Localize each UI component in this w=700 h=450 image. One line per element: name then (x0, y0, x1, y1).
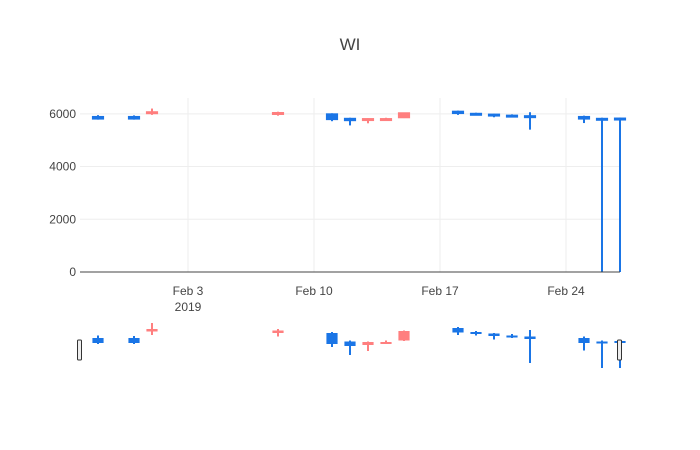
range-slider-left-handle[interactable] (77, 339, 82, 361)
range-slider[interactable] (77, 323, 626, 368)
y-tick-label: 0 (69, 265, 76, 279)
candle[interactable] (487, 113, 501, 118)
mini-candle (398, 330, 410, 341)
candle[interactable] (505, 114, 519, 118)
candle-body (343, 117, 357, 122)
mini-candle-body (344, 341, 356, 346)
candle[interactable] (343, 117, 357, 126)
candle-body (523, 115, 537, 119)
x-tick-label: Feb 17 (421, 284, 459, 298)
grid-layer (80, 98, 620, 272)
candle[interactable] (523, 112, 537, 130)
mini-candle-body (596, 341, 608, 344)
range-slider-mini-chart (92, 323, 626, 368)
candle-body (397, 112, 411, 119)
y-tick-label: 2000 (49, 212, 76, 226)
x-tick-label: Feb 3 (173, 284, 204, 298)
candle[interactable] (595, 117, 609, 272)
mini-candle (272, 329, 284, 337)
mini-candle (524, 330, 536, 363)
mini-candle-body (326, 333, 338, 344)
mini-candle (488, 333, 500, 340)
x-tick-label: Feb 24 (547, 284, 585, 298)
mini-candle (146, 323, 158, 335)
axis-layer: 0 2000 4000 6000 Feb 3 2019 Feb 10 Feb 17 Feb 24 (49, 107, 620, 314)
candle[interactable] (145, 108, 159, 115)
candle-body (577, 115, 591, 120)
mini-candle-body (488, 333, 500, 336)
candle[interactable] (451, 110, 465, 115)
mini-candle-body (506, 335, 518, 338)
mini-candle (128, 336, 140, 344)
candle[interactable] (613, 117, 627, 272)
mini-candle-body (272, 330, 284, 333)
candle[interactable] (91, 115, 105, 120)
candle[interactable] (127, 115, 141, 120)
candle-body (325, 113, 339, 121)
candle-body (145, 111, 159, 115)
chart-title: WI (340, 35, 361, 54)
candle-body (451, 110, 465, 115)
candle-body (487, 113, 501, 117)
mini-candle (326, 332, 338, 347)
mini-candle-body (452, 328, 464, 333)
y-tick-label: 4000 (49, 160, 76, 174)
mini-candle (452, 327, 464, 335)
mini-candle-body (398, 331, 410, 341)
mini-candle (362, 341, 374, 351)
mini-candle (344, 340, 356, 355)
mini-candle (596, 340, 608, 368)
x-tick-sublabel: 2019 (175, 300, 202, 314)
mini-candle (578, 336, 590, 351)
y-tick-label: 6000 (49, 107, 76, 121)
candle-layer (91, 108, 627, 272)
candle[interactable] (325, 113, 339, 122)
candle[interactable] (577, 115, 591, 124)
mini-candle (380, 340, 392, 344)
mini-candle (470, 331, 482, 336)
mini-candle-body (578, 338, 590, 343)
range-slider-right-handle[interactable] (617, 339, 622, 361)
candle-body (379, 118, 393, 122)
mini-candle-body (362, 342, 374, 345)
candle[interactable] (271, 111, 285, 116)
candle[interactable] (361, 118, 375, 124)
candle-body (595, 117, 609, 121)
mini-candle-body (128, 338, 140, 343)
mini-candle-body (470, 332, 482, 334)
candle-body (271, 112, 285, 115)
candle-body (505, 114, 519, 118)
mini-candle-body (380, 342, 392, 344)
mini-candle (506, 334, 518, 338)
mini-candle-body (524, 336, 536, 339)
candle-body (361, 118, 375, 122)
candle-body (127, 115, 141, 120)
mini-candle (92, 335, 104, 344)
candle[interactable] (397, 112, 411, 119)
candle-body (613, 117, 627, 121)
candle[interactable] (379, 117, 393, 122)
mini-candle-body (92, 338, 104, 343)
candle-body (469, 112, 483, 116)
candle-body (91, 115, 105, 120)
x-tick-label: Feb 10 (295, 284, 333, 298)
candle[interactable] (469, 112, 483, 116)
mini-candle-body (146, 329, 158, 332)
